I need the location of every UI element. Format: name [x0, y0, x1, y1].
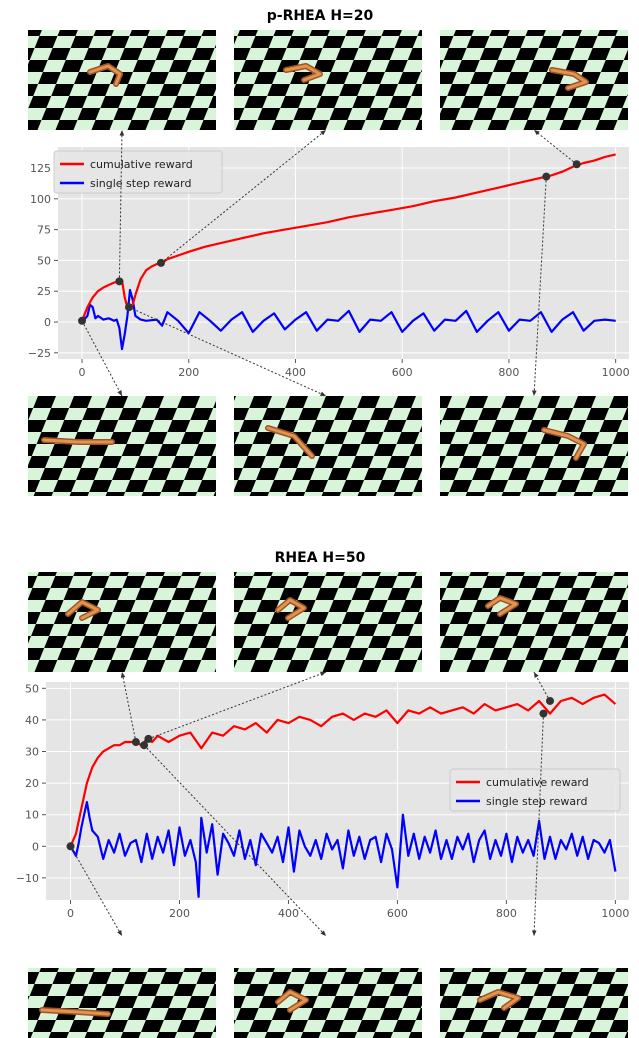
pointer-arrow [533, 129, 578, 165]
frame-thumbnail [28, 396, 216, 496]
x-tick-label: 0 [79, 366, 86, 379]
arrow-head [119, 130, 125, 136]
legend-label: single step reward [486, 795, 587, 808]
legend-label: cumulative reward [486, 776, 589, 789]
y-tick-label: 30 [25, 746, 39, 759]
y-tick-label: 0 [32, 840, 39, 853]
y-tick-label: 20 [25, 777, 39, 790]
y-tick-label: 100 [30, 193, 51, 206]
y-tick-label: 0 [44, 316, 51, 329]
legend-label: cumulative reward [90, 158, 193, 171]
arrow-head [531, 930, 537, 936]
arrow-head [534, 672, 539, 678]
y-tick-label: 75 [37, 224, 51, 237]
legend: cumulative reward single step reward [449, 768, 621, 812]
arrow-head [120, 672, 126, 678]
pointer-arrow [118, 129, 123, 282]
arrow-head [117, 390, 122, 396]
x-tick-label: 1000 [602, 366, 630, 379]
frame-thumbnail [440, 968, 628, 1038]
legend: cumulative reward single step reward [53, 150, 223, 194]
chart-title-p-rhea: p-RHEA H=20 [267, 8, 374, 24]
y-tick-label: 25 [37, 285, 51, 298]
series-line [69, 801, 617, 898]
x-tick-label: 0 [67, 907, 74, 920]
y-tick-label: 10 [25, 809, 39, 822]
x-tick-label: 800 [496, 907, 517, 920]
x-tick-label: 200 [178, 366, 199, 379]
frame-thumbnail [440, 396, 628, 496]
x-tick-label: 600 [392, 366, 413, 379]
arrow-head [531, 390, 537, 396]
y-tick-label: 50 [25, 682, 39, 695]
pointer-arrow [160, 129, 327, 264]
pointer-arrow [533, 176, 547, 397]
frame-thumbnail [28, 572, 216, 672]
pointer-arrow [533, 713, 544, 937]
series-line [81, 288, 616, 351]
y-tick-label: −10 [16, 872, 39, 885]
frame-pointer-arrows [70, 129, 578, 937]
arrow-head [320, 930, 326, 936]
arrow-head [320, 671, 326, 677]
chart-rhea: 0 200 400 600 800 1000 −10 0 10 20 30 40 50 cumulativ… [16, 682, 629, 920]
pointer-arrow [533, 671, 551, 702]
arrow-head [534, 130, 540, 136]
frame-thumbnail [440, 572, 628, 672]
frame-thumbnail [28, 968, 216, 1038]
frame-thumbnail [234, 396, 422, 496]
y-tick-label: 125 [30, 162, 51, 175]
x-tick-label: 400 [285, 366, 306, 379]
x-tick-label: 200 [169, 907, 190, 920]
y-tick-label: 40 [25, 714, 39, 727]
chart-title-rhea: RHEA H=50 [275, 550, 366, 566]
pointer-arrow [128, 306, 327, 397]
frame-thumbnail [234, 572, 422, 672]
series-line [69, 693, 617, 847]
simulation-frames [28, 30, 628, 1038]
legend-label: single step reward [90, 177, 191, 190]
frame-thumbnail [234, 30, 422, 130]
x-tick-label: 400 [278, 907, 299, 920]
arrow-head [117, 930, 122, 936]
pointer-arrow [70, 846, 123, 937]
y-tick-label: 50 [37, 254, 51, 267]
y-tick-label: −25 [28, 347, 51, 360]
arrow-head [320, 130, 326, 136]
x-tick-label: 1000 [601, 907, 629, 920]
frame-thumbnail [234, 968, 422, 1038]
x-tick-label: 600 [387, 907, 408, 920]
x-tick-label: 800 [498, 366, 519, 379]
frame-thumbnail [28, 30, 216, 130]
arrow-head [320, 391, 326, 396]
frame-thumbnail [440, 30, 628, 130]
